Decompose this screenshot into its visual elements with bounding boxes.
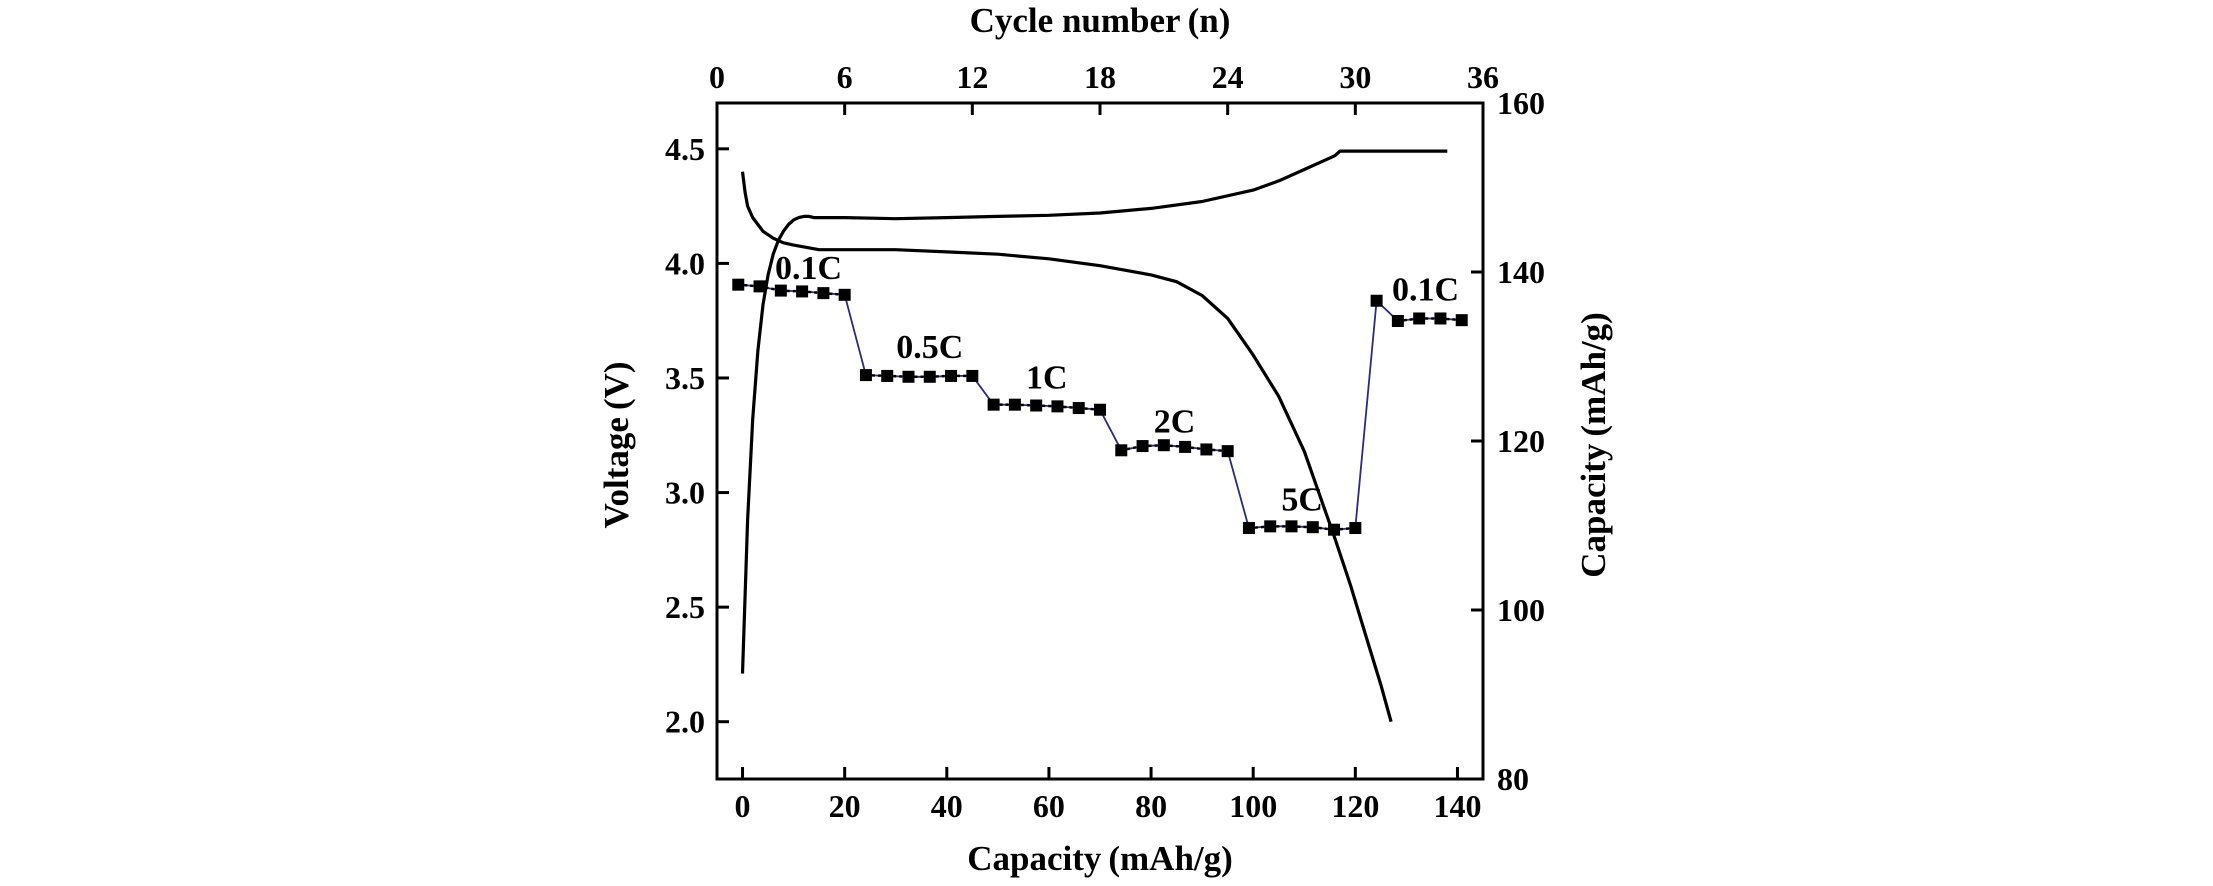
right-tick-label: 140: [1497, 254, 1545, 290]
left-tick-label: 4.0: [665, 245, 705, 281]
left-tick-label: 4.5: [665, 131, 705, 167]
bottom-tick-label: 0: [735, 788, 751, 824]
bottom-tick-label: 40: [931, 788, 963, 824]
left-tick-label: 2.0: [665, 704, 705, 740]
top-tick-label: 24: [1212, 59, 1244, 95]
rate-point-marker: [1413, 312, 1426, 325]
rate-point-marker: [1455, 314, 1468, 327]
series-line-charge: [740, 149, 1448, 674]
rate-point-marker: [753, 280, 766, 293]
rate-point-marker: [1349, 522, 1362, 535]
rate-point-marker: [1115, 444, 1128, 457]
plot-frame: [715, 101, 1485, 781]
rate-point-marker: [902, 370, 915, 383]
rate-point-marker: [1136, 440, 1149, 453]
rate-point-marker: [945, 369, 958, 382]
left-tick-label: 3.5: [665, 360, 705, 396]
rate-point-marker: [1179, 440, 1192, 453]
rate-point-marker: [732, 278, 745, 291]
top-tick-label: 36: [1467, 59, 1499, 95]
rate-label: 0.1C: [1392, 272, 1459, 309]
rate-label: 0.1C: [775, 250, 842, 287]
bottom-tick-label: 80: [1135, 788, 1167, 824]
rate-point-marker: [1008, 398, 1021, 411]
rate-point-marker: [1434, 312, 1447, 325]
rate-markers: [732, 278, 1468, 536]
rate-point-marker: [1264, 520, 1277, 533]
rate-label: 1C: [1026, 360, 1068, 397]
right-tick-label: 80: [1497, 761, 1529, 797]
rate-point-marker: [796, 285, 809, 298]
rate-point-marker: [1328, 523, 1341, 536]
rate-point-marker: [1306, 521, 1319, 534]
rate-point-marker: [1072, 402, 1085, 415]
series-line-discharge: [740, 171, 1393, 723]
left-tick-label: 3.0: [665, 475, 705, 511]
bottom-tick-label: 100: [1229, 788, 1277, 824]
axis-title-bottom: Capacity (mAh/g): [967, 839, 1233, 878]
rate-point-marker: [838, 288, 851, 301]
rate-point-marker: [1094, 403, 1106, 416]
axis-title-right: Capacity (mAh/g): [1574, 312, 1613, 578]
rate-point-marker: [1242, 522, 1255, 535]
rate-label: 5C: [1281, 481, 1323, 518]
top-tick-label: 12: [956, 59, 988, 95]
right-tick-label: 100: [1497, 592, 1545, 628]
rate-point-marker: [881, 369, 894, 382]
top-tick-label: 0: [709, 59, 725, 95]
top-tick-label: 30: [1339, 59, 1371, 95]
rate-point-marker: [1370, 294, 1383, 307]
rate-point-marker: [1221, 445, 1234, 458]
top-tick-label: 6: [837, 59, 853, 95]
rate-point-marker: [923, 370, 936, 383]
series-layer: [738, 149, 1462, 723]
rate-point-marker: [859, 369, 872, 382]
rate-point-marker: [987, 398, 1000, 411]
rate-point-marker: [1391, 315, 1404, 328]
bottom-tick-label: 140: [1433, 788, 1481, 824]
bottom-tick-label: 120: [1331, 788, 1379, 824]
rate-point-marker: [817, 287, 830, 300]
rate-label: 2C: [1154, 404, 1196, 441]
left-tick-label: 2.5: [665, 589, 705, 625]
right-tick-label: 160: [1497, 85, 1545, 121]
rate-labels: 0.1C 0.5C 1C 2C 5C 0.1C: [775, 250, 1459, 519]
rate-point-marker: [966, 369, 979, 382]
rate-point-marker: [1200, 443, 1213, 456]
rate-point-marker: [1157, 439, 1170, 452]
rate-point-marker: [1030, 399, 1043, 412]
bottom-tick-label: 60: [1033, 788, 1065, 824]
axis-title-left: Voltage (V): [597, 361, 636, 528]
top-tick-label: 18: [1084, 59, 1116, 95]
rate-label: 0.5C: [896, 329, 963, 366]
rate-point-marker: [1285, 520, 1298, 533]
axis-title-top: Cycle number (n): [970, 1, 1231, 40]
rate-point-marker: [1051, 400, 1064, 413]
right-tick-label: 120: [1497, 423, 1545, 459]
bottom-tick-label: 20: [829, 788, 861, 824]
rate-point-marker: [774, 284, 787, 297]
